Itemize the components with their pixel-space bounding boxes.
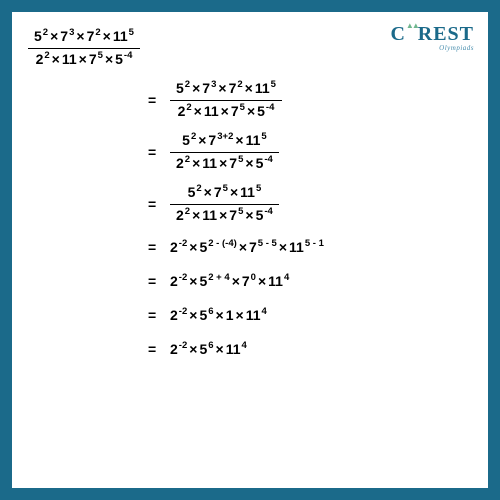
step-numerator: 52×73+2×115: [170, 130, 279, 153]
mountain-icon: ▲▲: [406, 21, 418, 30]
lead-fraction: 52×73×72×115 22×11×75×5-4: [28, 26, 140, 70]
step-flat: 2-2×56×1×114: [170, 307, 267, 323]
equals-sign: =: [148, 239, 170, 255]
step-fraction: 52×73×72×11522×11×75×5-4: [170, 78, 282, 122]
step-denominator: 22×11×75×5-4: [170, 153, 279, 175]
derivation-step: = 2-2×56×114: [148, 336, 472, 362]
brand-logo-main: C▲▲REST: [390, 24, 474, 44]
step-numerator: 52×75×115: [170, 182, 279, 205]
math-content: 52×73×72×115 22×11×75×5-4 =52×73×72×1152…: [28, 26, 472, 362]
step-flat: 2-2×52 - (-4)×75 - 5×115 - 1: [170, 239, 324, 255]
equals-sign: =: [148, 92, 170, 108]
step-fraction: 52×75×11522×11×75×5-4: [170, 182, 279, 226]
brand-logo: C▲▲REST Olympiads: [390, 24, 474, 52]
equals-sign: =: [148, 341, 170, 357]
step-denominator: 22×11×75×5-4: [170, 101, 282, 123]
step-flat: 2-2×52 + 4×70×114: [170, 273, 289, 289]
equals-sign: =: [148, 273, 170, 289]
logo-rest: REST: [418, 23, 474, 45]
derivation-step: =52×75×11522×11×75×5-4: [148, 182, 472, 226]
step-flat: 2-2×56×114: [170, 341, 247, 357]
derivation-step: =52×73×72×11522×11×75×5-4: [148, 78, 472, 122]
card: C▲▲REST Olympiads 52×73×72×115 22×11×75×…: [12, 12, 488, 488]
derivation-step: = 2-2×56×1×114: [148, 302, 472, 328]
lead-numerator: 52×73×72×115: [28, 26, 140, 49]
equals-sign: =: [148, 307, 170, 323]
brand-logo-sub: Olympiads: [390, 45, 474, 52]
step-numerator: 52×73×72×115: [170, 78, 282, 101]
derivation-step: = 2-2×52 - (-4)×75 - 5×115 - 1: [148, 234, 472, 260]
equals-sign: =: [148, 144, 170, 160]
logo-letter: C: [390, 23, 405, 45]
derivation-step: = 2-2×52 + 4×70×114: [148, 268, 472, 294]
derivation-step: =52×73+2×11522×11×75×5-4: [148, 130, 472, 174]
steps-container: =52×73×72×11522×11×75×5-4=52×73+2×11522×…: [148, 78, 472, 362]
equals-sign: =: [148, 196, 170, 212]
lead-denominator: 22×11×75×5-4: [28, 49, 140, 71]
step-denominator: 22×11×75×5-4: [170, 205, 279, 227]
step-fraction: 52×73+2×11522×11×75×5-4: [170, 130, 279, 174]
